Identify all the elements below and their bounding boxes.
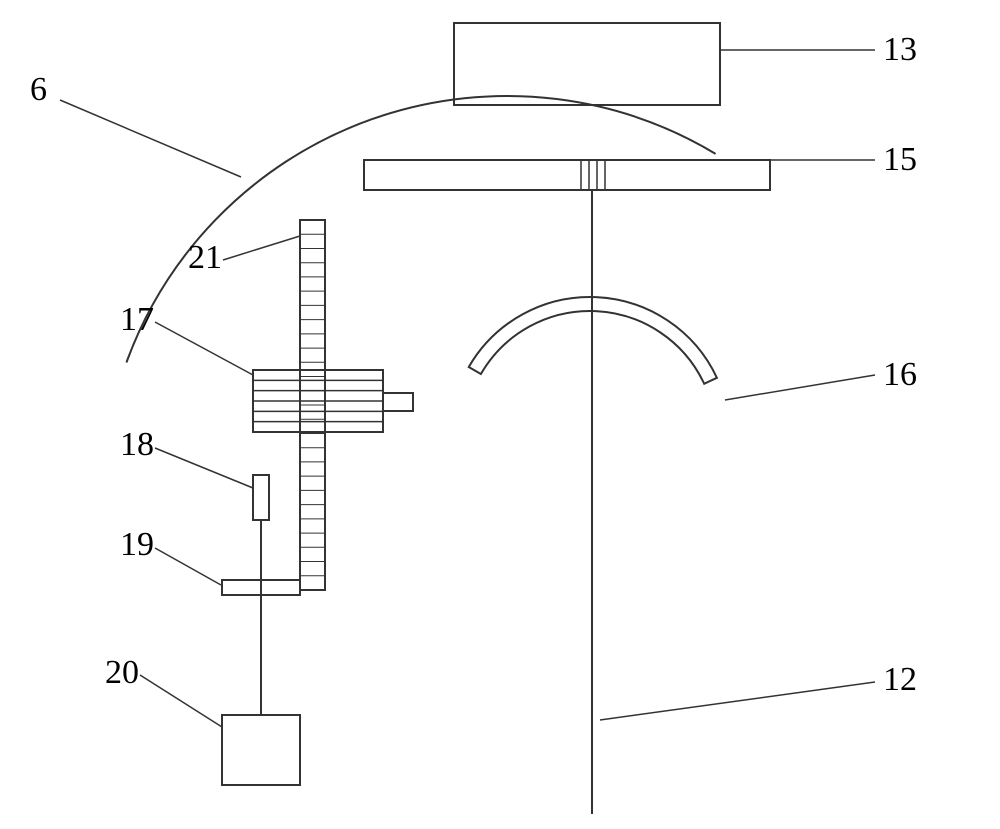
- label-l17: 17: [120, 301, 154, 338]
- label-l18: 18: [120, 426, 154, 463]
- leader-l6: [60, 100, 241, 177]
- shaft-18: [253, 475, 269, 520]
- label-l20: 20: [105, 654, 139, 691]
- label-l19: 19: [120, 526, 154, 563]
- large-arc-6: [126, 96, 715, 362]
- component-15: [364, 160, 770, 190]
- label-l6: 6: [30, 71, 47, 108]
- label-l15: 15: [883, 141, 917, 178]
- component-13: [454, 23, 720, 105]
- leader-l17: [155, 322, 253, 375]
- label-l16: 16: [883, 356, 917, 393]
- leader-l12: [600, 682, 875, 720]
- leader-l19: [155, 548, 221, 585]
- leader-l16: [725, 375, 875, 400]
- label-l21: 21: [188, 239, 222, 276]
- diagram-canvas: 6 13 15 21 17 16 18 19 12 20: [0, 0, 1000, 829]
- label-l12: 12: [883, 661, 917, 698]
- component-20: [222, 715, 300, 785]
- leader-l20: [140, 675, 222, 727]
- label-l13: 13: [883, 31, 917, 68]
- leader-l18: [155, 448, 253, 488]
- extension-17: [383, 393, 413, 411]
- leader-l21: [223, 236, 300, 260]
